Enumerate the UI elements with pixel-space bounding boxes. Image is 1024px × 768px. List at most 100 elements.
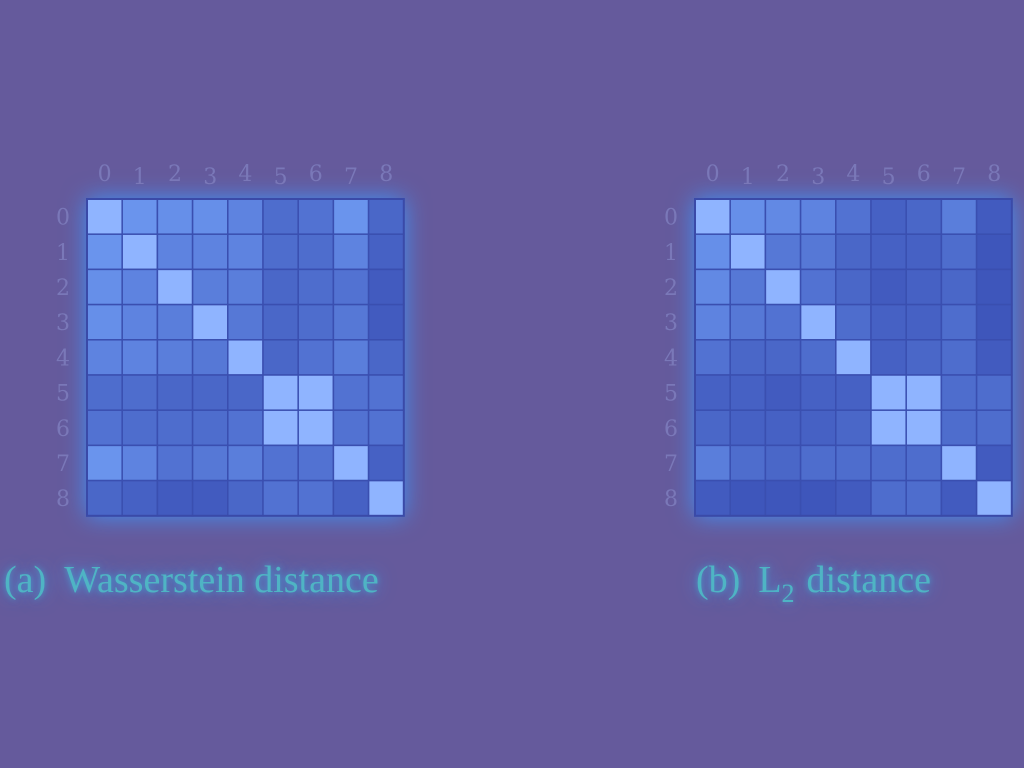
heatmap-a-x-tick-0: 0	[98, 162, 112, 187]
heatmap-a-y-tick-8: 8	[56, 487, 70, 512]
heatmap-b-cell-4-4	[835, 339, 872, 376]
heatmap-a-cell-6-4	[227, 409, 264, 447]
heatmap-a-cell-7-5	[262, 444, 299, 482]
heatmap-b-x-tick-2: 2	[776, 162, 790, 187]
heatmap-b-cell-5-8	[975, 374, 1013, 411]
heatmap-b-cell-8-0	[694, 479, 731, 517]
heatmap-a-cell-2-0	[86, 268, 123, 306]
heatmap-a-y-tick-1: 1	[56, 241, 70, 266]
heatmap-a-cell-0-5	[262, 198, 299, 235]
heatmap-b-cell-3-4	[835, 303, 872, 341]
heatmap-a-cell-0-7	[332, 198, 370, 235]
heatmap-b-border	[694, 198, 1013, 517]
heatmap-a-cell-8-0	[86, 479, 123, 517]
heatmap-b-cell-1-0	[694, 233, 731, 271]
heatmap-a-cell-2-4	[227, 268, 264, 306]
heatmap-b-cell-4-7	[940, 339, 978, 376]
heatmap-b-cell-6-8	[975, 409, 1013, 447]
heatmap-b-cell-4-8	[975, 339, 1013, 376]
heatmap-b-cell-2-0	[694, 268, 731, 306]
heatmap-b-cell-6-6	[905, 409, 943, 447]
heatmap-b-cell-5-2	[764, 374, 802, 411]
heatmap-a-x-tick-6: 6	[309, 162, 323, 187]
heatmap-b-cell-7-1	[729, 444, 767, 482]
heatmap-b-cell-8-8	[975, 479, 1013, 517]
heatmap-b-cell-5-5	[870, 374, 907, 411]
heatmap-a-y-tick-3: 3	[56, 311, 70, 336]
heatmap-b-cell-4-5	[870, 339, 907, 376]
heatmap-b-y-tick-3: 3	[664, 311, 678, 336]
heatmap-b-cell-1-3	[799, 233, 837, 271]
heatmap-a-x-tick-4: 4	[238, 162, 252, 187]
heatmap-b-cell-2-7	[940, 268, 978, 306]
heatmap-a-cell-8-8	[367, 479, 405, 517]
heatmap-b-cell-7-4	[835, 444, 872, 482]
heatmap-a-cell-5-8	[367, 374, 405, 411]
heatmap-a-cell-7-3	[191, 444, 229, 482]
heatmap-a-border	[86, 198, 405, 517]
heatmap-b-cell-7-2	[764, 444, 802, 482]
heatmap-b-cell-3-6	[905, 303, 943, 341]
heatmap-b-cell-3-0	[694, 303, 731, 341]
heatmap-b-cells	[694, 198, 1013, 517]
heatmap-b-cell-8-1	[729, 479, 767, 517]
heatmap-b-x-tick-3: 3	[811, 165, 825, 190]
heatmap-a-cell-7-8	[367, 444, 405, 482]
heatmap-b-cell-3-2	[764, 303, 802, 341]
heatmap-b-x-tick-1: 1	[741, 165, 755, 190]
heatmap-b-cell-7-8	[975, 444, 1013, 482]
heatmap-a-cell-8-4	[227, 479, 264, 517]
heatmap-b-cell-6-0	[694, 409, 731, 447]
heatmap-b-cell-4-2	[764, 339, 802, 376]
heatmap-b-cell-3-5	[870, 303, 907, 341]
heatmap-a-cell-4-0	[86, 339, 123, 376]
heatmap-a-cell-8-1	[121, 479, 159, 517]
heatmap-a-cells	[86, 198, 405, 517]
heatmap-b-y-tick-4: 4	[664, 346, 678, 371]
heatmap-b-cell-5-4	[835, 374, 872, 411]
heatmap-b-y-tick-6: 6	[664, 417, 678, 442]
heatmap-b-cell-3-7	[940, 303, 978, 341]
heatmap-a-cell-3-8	[367, 303, 405, 341]
heatmap-b-cell-6-2	[764, 409, 802, 447]
heatmap-a-cell-6-0	[86, 409, 123, 447]
heatmap-b-cell-6-1	[729, 409, 767, 447]
caption-b-main: L	[758, 559, 782, 601]
heatmap-b-cell-1-7	[940, 233, 978, 271]
heatmap-b-x-tick-8: 8	[987, 162, 1001, 187]
heatmap-a-cell-5-5	[262, 374, 299, 411]
heatmap-b-cell-1-2	[764, 233, 802, 271]
heatmap-b-cell-5-0	[694, 374, 731, 411]
heatmap-b-cell-0-0	[694, 198, 731, 235]
heatmap-a-cell-7-0	[86, 444, 123, 482]
heatmap-b-cell-0-1	[729, 198, 767, 235]
heatmap-b-x-tick-7: 7	[952, 165, 966, 190]
heatmap-a-y-tick-5: 5	[56, 382, 70, 407]
heatmap-b-cell-2-2	[764, 268, 802, 306]
heatmap-a-cell-2-3	[191, 268, 229, 306]
heatmap-b-cell-4-3	[799, 339, 837, 376]
heatmap-a-cell-6-1	[121, 409, 159, 447]
heatmap-b-cell-3-3	[799, 303, 837, 341]
heatmap-a-cell-7-4	[227, 444, 264, 482]
heatmap-b-y-tick-7: 7	[664, 452, 678, 477]
heatmap-b-cell-0-7	[940, 198, 978, 235]
heatmap-a-cell-8-6	[297, 479, 335, 517]
heatmap-b-cell-8-4	[835, 479, 872, 517]
heatmap-b-cell-2-1	[729, 268, 767, 306]
heatmap-a-cell-4-8	[367, 339, 405, 376]
heatmap-a-x-tick-5: 5	[274, 165, 288, 190]
heatmap-a-y-tick-4: 4	[56, 346, 70, 371]
heatmap-b-cell-5-3	[799, 374, 837, 411]
heatmap-a-cell-2-1	[121, 268, 159, 306]
heatmap-b-cell-7-6	[905, 444, 943, 482]
heatmap-b-cell-0-2	[764, 198, 802, 235]
heatmap-a-x-tick-2: 2	[168, 162, 182, 187]
heatmap-a-x-tick-3: 3	[203, 165, 217, 190]
heatmap-a-cell-8-5	[262, 479, 299, 517]
heatmap-a-cell-1-6	[297, 233, 335, 271]
heatmap-b-cell-4-0	[694, 339, 731, 376]
heatmap-b-cell-1-4	[835, 233, 872, 271]
